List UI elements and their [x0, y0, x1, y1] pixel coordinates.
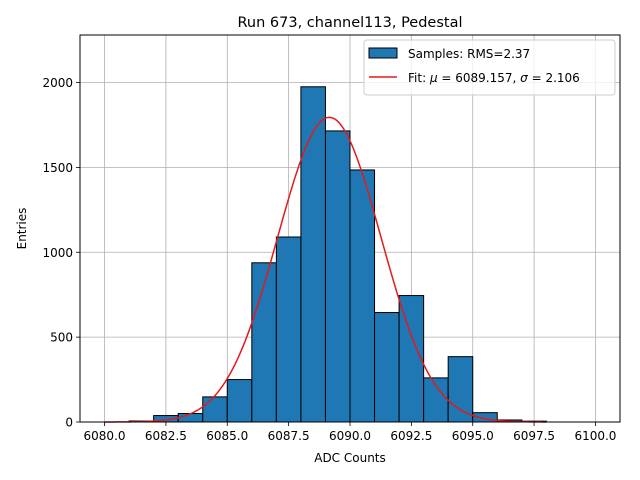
- x-tick-label: 6095.0: [452, 429, 494, 443]
- x-tick-label: 6082.5: [145, 429, 187, 443]
- legend-fit-mu-symbol: μ: [429, 71, 438, 85]
- histogram-bar: [447, 356, 474, 423]
- histogram-bars: [128, 86, 547, 423]
- histogram-bar: [300, 86, 326, 423]
- y-axis-ticks: 0 500 1000 1500 2000: [42, 76, 80, 430]
- y-axis-label: Entries: [15, 208, 29, 250]
- histogram-bar: [324, 130, 351, 423]
- legend-box: [363, 39, 616, 96]
- legend: Samples: RMS=2.37 Fit: μ = 6089.157, σ =…: [363, 39, 616, 96]
- legend-samples-swatch: [368, 47, 398, 59]
- chart-title: Run 673, channel113, Pedestal: [237, 15, 462, 31]
- legend-fit-mu-value: = 6089.157,: [438, 71, 521, 85]
- histogram-bar: [349, 169, 376, 423]
- x-tick-label: 6100.0: [574, 429, 616, 443]
- histogram-bar: [251, 262, 277, 423]
- x-axis-label: ADC Counts: [314, 451, 386, 465]
- histogram-bar: [374, 312, 400, 423]
- y-tick-label: 2000: [42, 76, 73, 90]
- y-tick-label: 500: [50, 331, 73, 345]
- histogram-bar: [226, 379, 253, 423]
- histogram-bar: [202, 396, 228, 423]
- x-tick-label: 6080.0: [84, 429, 126, 443]
- x-tick-label: 6092.5: [390, 429, 432, 443]
- legend-fit-sigma-symbol: σ: [520, 71, 528, 85]
- x-tick-label: 6085.0: [206, 429, 248, 443]
- y-tick-label: 1000: [42, 246, 73, 260]
- legend-fit-prefix: Fit:: [408, 71, 430, 85]
- x-tick-label: 6090.0: [329, 429, 371, 443]
- x-tick-label: 6087.5: [268, 429, 310, 443]
- fit-curve: [104, 116, 547, 423]
- x-tick-label: 6097.5: [513, 429, 555, 443]
- histogram-bar: [398, 295, 425, 423]
- histogram-bar: [275, 236, 302, 423]
- legend-fit-sigma-value: = 2.106: [528, 71, 580, 85]
- legend-samples-label: Samples: RMS=2.37: [408, 47, 530, 61]
- y-tick-label: 0: [65, 416, 73, 430]
- x-axis-ticks: 6080.0 6082.5 6085.0 6087.5 6090.0 6092.5 6095…: [84, 422, 616, 443]
- histogram-bar: [423, 377, 449, 423]
- legend-fit-label: Fit: μ = 6089.157, σ = 2.106: [408, 71, 580, 85]
- y-tick-label: 1500: [42, 161, 73, 175]
- histogram-bar: [177, 413, 204, 423]
- fit-curve-layer: [104, 116, 547, 423]
